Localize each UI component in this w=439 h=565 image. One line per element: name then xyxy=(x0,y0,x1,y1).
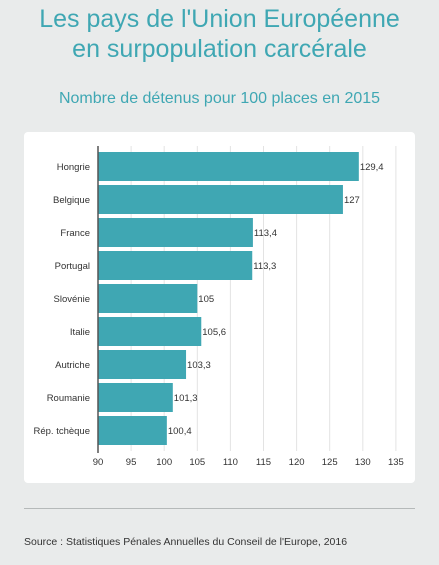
bar-chart: Hongrie 129,4 Belgique 127 France 113,4 Portug… xyxy=(33,146,404,468)
value-label: 100,4 xyxy=(168,426,192,437)
category-label: France xyxy=(60,228,90,239)
bar-8 xyxy=(98,416,167,445)
x-tick-label: 135 xyxy=(388,457,404,468)
value-label: 113,4 xyxy=(254,228,277,239)
x-tick-label: 115 xyxy=(256,457,271,468)
bar-5 xyxy=(98,317,202,346)
x-tick-label: 110 xyxy=(223,457,238,468)
bar-3 xyxy=(98,251,253,280)
bar-7 xyxy=(98,383,173,412)
chart-card: Hongrie 129,4 Belgique 127 France 113,4 Portug… xyxy=(24,132,415,483)
value-label: 103,3 xyxy=(187,360,211,371)
value-label: 105,6 xyxy=(202,327,226,338)
x-tick-label: 125 xyxy=(322,457,338,468)
chart-title: Les pays de l'Union Européenne en surpop… xyxy=(0,4,439,64)
chart-title-line-2: en surpopulation carcérale xyxy=(72,35,367,63)
x-tick-label: 130 xyxy=(355,457,371,468)
x-tick-label: 120 xyxy=(289,457,305,468)
category-label: Italie xyxy=(70,327,90,338)
category-label: Belgique xyxy=(53,195,90,206)
category-label: Hongrie xyxy=(57,162,90,173)
chart-subtitle: Nombre de détenus pour 100 places en 201… xyxy=(58,90,381,107)
category-label: Rép. tchèque xyxy=(33,426,90,437)
divider xyxy=(24,508,415,509)
bar-4 xyxy=(98,284,198,313)
value-label: 113,3 xyxy=(253,261,276,272)
category-label: Autriche xyxy=(55,360,90,371)
x-tick-label: 95 xyxy=(126,457,137,468)
x-tick-label: 100 xyxy=(156,457,172,468)
bar-1 xyxy=(98,185,343,214)
x-tick-label: 105 xyxy=(189,457,205,468)
bar-6 xyxy=(98,350,187,379)
chart-title-line-1: Les pays de l'Union Européenne xyxy=(39,5,400,33)
bar-0 xyxy=(98,152,359,181)
category-label: Portugal xyxy=(55,261,90,272)
category-label: Roumanie xyxy=(47,393,90,404)
value-label: 101,3 xyxy=(174,393,198,404)
category-label: Slovénie xyxy=(54,294,90,305)
bar-2 xyxy=(98,218,253,247)
value-label: 127 xyxy=(344,195,360,206)
value-label: 129,4 xyxy=(360,162,384,173)
source-note: Source : Statistiques Pénales Annuelles … xyxy=(24,536,348,548)
x-tick-label: 90 xyxy=(93,457,104,468)
value-label: 105 xyxy=(198,294,214,305)
